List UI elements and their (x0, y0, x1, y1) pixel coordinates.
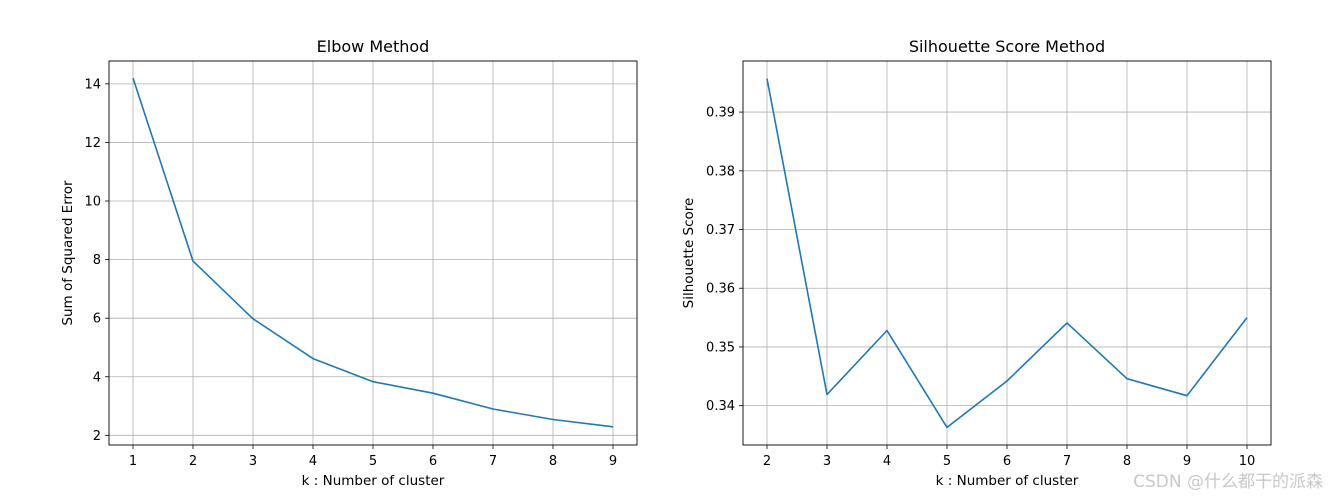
chart2-y-tick-label: 0.37 (706, 223, 735, 238)
chart1-title: Elbow Method (317, 37, 430, 56)
chart2-x-tick-label: 5 (943, 454, 951, 469)
chart2-y-axis-label: Silhouette Score (681, 198, 697, 309)
chart2-x-tick-label: 8 (1123, 454, 1131, 469)
chart1-y-tick-label: 2 (93, 429, 101, 444)
chart2-y-tick-label: 0.36 (706, 282, 735, 297)
chart2-x-tick-label: 4 (883, 454, 891, 469)
chart2-y-tick-label: 0.34 (706, 399, 735, 414)
chart2-y-tick-label: 0.39 (706, 106, 735, 121)
chart2-x-tick-label: 9 (1183, 454, 1191, 469)
chart1-x-tick-label: 9 (609, 454, 617, 469)
chart1-y-tick-label: 8 (93, 253, 101, 268)
chart2-x-tick-label: 7 (1063, 454, 1071, 469)
chart2-x-axis-label: k : Number of cluster (936, 473, 1079, 489)
chart2-x-tick-label: 10 (1239, 454, 1256, 469)
chart1-x-tick-label: 8 (549, 454, 557, 469)
chart1-y-tick-label: 6 (93, 312, 101, 327)
chart2-x-tick-label: 6 (1003, 454, 1011, 469)
chart1-x-tick-label: 7 (489, 454, 497, 469)
chart1-x-axis-label: k : Number of cluster (302, 473, 445, 489)
chart2-y-tick-label: 0.38 (706, 164, 735, 179)
chart2-x-tick-label: 3 (823, 454, 831, 469)
chart1-x-tick-label: 3 (249, 454, 257, 469)
chart1-x-tick-label: 5 (369, 454, 377, 469)
chart1-x-tick-label: 1 (129, 454, 137, 469)
chart1-x-tick-label: 2 (189, 454, 197, 469)
chart1-y-tick-label: 14 (84, 77, 101, 92)
chart2-x-tick-label: 2 (763, 454, 771, 469)
chart1-y-tick-label: 4 (93, 370, 101, 385)
chart1-y-tick-label: 12 (84, 136, 101, 151)
chart1-y-tick-label: 10 (84, 195, 101, 210)
chart1-y-axis-label: Sum of Squared Error (60, 180, 76, 326)
chart2-y-tick-label: 0.35 (706, 340, 735, 355)
chart1-x-tick-label: 6 (429, 454, 437, 469)
chart1-x-tick-label: 4 (309, 454, 317, 469)
chart1-series-line (132, 77, 614, 428)
watermark: CSDN @什么都干的派森 (1133, 472, 1323, 492)
chart2-title: Silhouette Score Method (909, 37, 1105, 56)
